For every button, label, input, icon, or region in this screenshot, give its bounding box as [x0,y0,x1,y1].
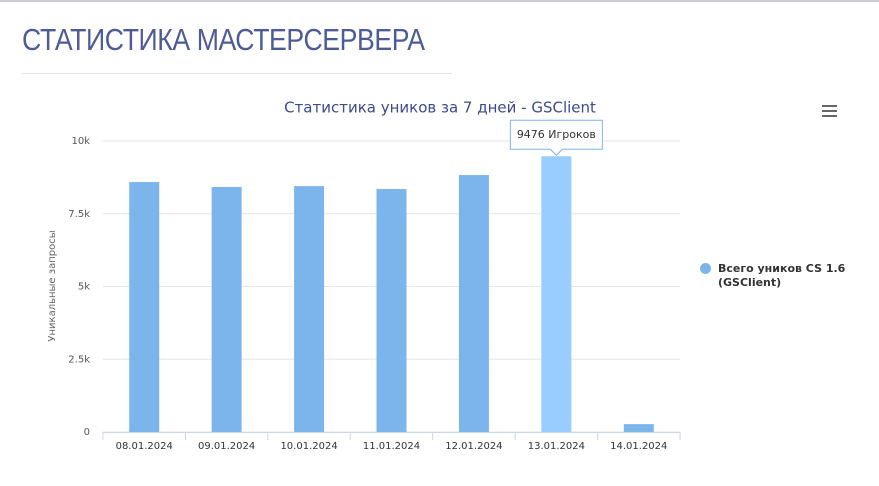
tooltip-box [509,119,603,156]
y-tick-label: 0 [84,427,90,438]
x-tick-label: 09.01.2024 [198,441,255,452]
legend-item[interactable]: Всего уников CS 1.6 (GSClient) [700,262,858,290]
x-tick-label: 13.01.2024 [528,441,585,452]
bar [294,186,325,432]
bar [129,182,160,432]
y-tick-label: 2.5k [68,354,90,365]
title-rule [22,73,452,74]
x-tick-label: 10.01.2024 [280,441,337,452]
bar [211,186,242,432]
page-title: СТАТИСТИКА МАСТЕРСЕРВЕРА [22,22,425,57]
bar [458,175,489,432]
x-tick-label: 14.01.2024 [610,441,667,452]
top-border [0,0,879,2]
chart-title: Статистика уников за 7 дней - GSClient [284,99,596,117]
x-tick-label: 12.01.2024 [445,441,502,452]
menu-button[interactable] [820,104,838,120]
y-tick-label: 5k [78,282,90,293]
y-axis-label: Уникальные запросы [47,230,58,341]
bar [623,424,654,432]
y-tick-label: 10k [71,136,90,147]
legend-label: Всего уников CS 1.6 (GSClient) [718,262,846,289]
bar [541,156,572,432]
y-tick-label: 7.5k [68,209,90,220]
x-tick-label: 08.01.2024 [116,441,173,452]
bar [376,189,407,432]
x-tick-label: 11.01.2024 [363,441,420,452]
tooltip-text: 9476 Игроков [517,128,596,141]
legend-swatch [700,263,711,274]
